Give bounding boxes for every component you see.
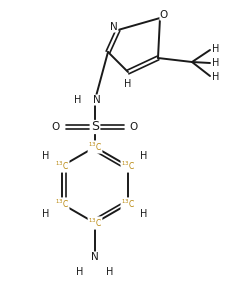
Text: H: H — [106, 267, 114, 277]
Text: N: N — [91, 252, 99, 262]
Text: $^{13}$C: $^{13}$C — [88, 217, 102, 229]
Text: H: H — [212, 58, 220, 68]
Text: H: H — [212, 72, 220, 82]
Text: H: H — [140, 151, 148, 161]
Text: O: O — [130, 122, 138, 132]
Text: $^{13}$C: $^{13}$C — [55, 198, 69, 210]
Text: H: H — [74, 95, 82, 105]
Text: H: H — [42, 209, 50, 219]
Text: $^{13}$C: $^{13}$C — [121, 160, 135, 172]
Text: H: H — [124, 79, 132, 89]
Text: N: N — [110, 22, 118, 32]
Text: H: H — [76, 267, 84, 277]
Text: $^{13}$C: $^{13}$C — [55, 160, 69, 172]
Text: O: O — [160, 10, 168, 20]
Text: N: N — [93, 95, 101, 105]
Text: H: H — [140, 209, 148, 219]
Text: S: S — [91, 120, 99, 134]
Text: H: H — [212, 44, 220, 54]
Text: H: H — [42, 151, 50, 161]
Text: $^{13}$C: $^{13}$C — [88, 141, 102, 153]
Text: $^{13}$C: $^{13}$C — [121, 198, 135, 210]
Text: O: O — [52, 122, 60, 132]
